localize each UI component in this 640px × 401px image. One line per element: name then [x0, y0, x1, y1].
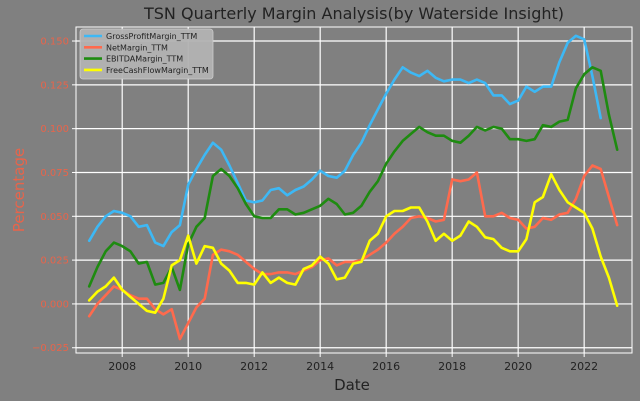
y-tick-labels: −0.025 0.000 0.025 0.050 0.075 0.100 0.125 0.15… — [32, 37, 76, 354]
legend-label: FreeCashFlowMargin_TTM — [106, 66, 209, 75]
legend-label: GrossProfitMargin_TTM — [106, 32, 197, 41]
series-line-FreeCashFlowMargin_TTM — [87, 172, 619, 315]
x-tick-labels: 2008 2010 2012 2014 2016 2018 2020 2022 — [108, 353, 598, 373]
y-tick-label: 0.075 — [40, 168, 69, 179]
x-tick-label: 2022 — [570, 360, 598, 373]
x-tick-label: 2016 — [372, 360, 400, 373]
y-tick-label: −0.025 — [32, 343, 69, 354]
y-tick-label: 0.150 — [40, 37, 69, 48]
x-tick-label: 2008 — [108, 360, 136, 373]
y-tick-label: 0.050 — [40, 212, 69, 223]
x-axis-label: Date — [334, 376, 370, 394]
y-tick-label: 0.000 — [40, 299, 69, 310]
y-tick-label: 0.100 — [40, 124, 69, 135]
x-tick-label: 2020 — [504, 360, 532, 373]
chart-title: TSN Quarterly Margin Analysis(by Watersi… — [143, 4, 564, 23]
x-tick-label: 2014 — [306, 360, 334, 373]
legend-box — [79, 28, 214, 80]
series-line-EBITDAMargin_TTM — [87, 66, 619, 292]
x-tick-label: 2012 — [240, 360, 268, 373]
series-lines — [87, 34, 619, 341]
legend: GrossProfitMargin_TTM NetMargin_TTM EBITDA… — [79, 28, 214, 80]
y-axis-label: Percentage — [10, 148, 28, 232]
x-tick-label: 2018 — [438, 360, 466, 373]
y-tick-label: 0.025 — [40, 256, 69, 267]
plot-border — [75, 26, 633, 354]
y-tick-label: 0.125 — [40, 80, 69, 91]
x-tick-label: 2010 — [174, 360, 202, 373]
series-line-GrossProfitMargin_TTM — [87, 34, 603, 248]
legend-label: NetMargin_TTM — [106, 43, 168, 52]
plot-frame — [75, 26, 633, 354]
legend-label: EBITDAMargin_TTM — [106, 55, 183, 64]
